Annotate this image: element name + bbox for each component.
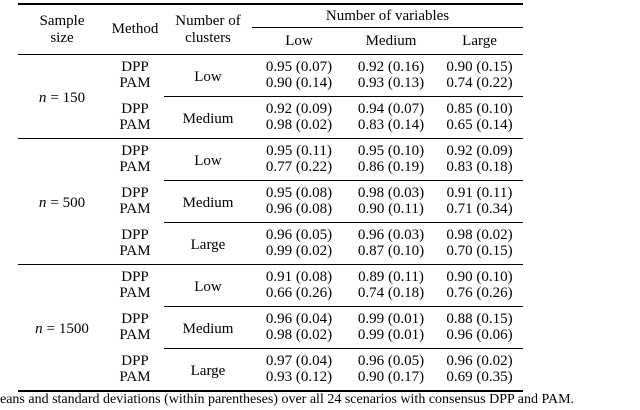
method-cell: DPP xyxy=(106,54,164,76)
value-cell: 0.93 (0.13) xyxy=(357,74,425,91)
value-cell: 0.74 (0.22) xyxy=(446,74,513,91)
value-cell: 0.98 (0.02) xyxy=(265,326,333,343)
value-cell: 0.92 (0.16) xyxy=(346,54,436,76)
value-cell: 0.66 (0.26) xyxy=(265,284,333,301)
sample-size-cell: n = 150 xyxy=(18,54,106,139)
clusters-cell: Medium xyxy=(164,306,252,349)
value-cell: 0.92 (0.09) xyxy=(252,96,346,118)
sample-value: = 150 xyxy=(50,90,86,107)
value-cell: 0.90 (0.11) xyxy=(358,200,424,217)
value-cell: 0.98 (0.03) xyxy=(346,180,436,202)
value-cell: 0.98 (0.02) xyxy=(265,116,333,133)
clusters-cell: Large xyxy=(164,348,252,391)
clusters-cell: Low xyxy=(164,138,252,181)
method-cell: DPP xyxy=(121,226,149,243)
value-cell: 0.87 (0.10) xyxy=(357,242,425,259)
value-cell: 0.98 (0.02) xyxy=(436,222,524,244)
value-cell: 0.88 (0.15) xyxy=(436,306,524,328)
value-cell: 0.95 (0.07) xyxy=(252,54,346,76)
value-cell: 0.96 (0.05) xyxy=(252,222,346,244)
value-cell: 0.93 (0.12) xyxy=(265,368,333,385)
value-cell: 0.99 (0.02) xyxy=(265,242,333,259)
header-clusters-line2: clusters xyxy=(185,29,231,46)
value-cell: 0.95 (0.10) xyxy=(346,138,436,160)
value-cell: 0.71 (0.34) xyxy=(446,200,513,217)
value-cell: 0.96 (0.02) xyxy=(436,348,524,370)
header-sample-size-line1: Sample xyxy=(39,12,85,29)
value-cell: 0.65 (0.14) xyxy=(446,116,513,133)
sample-var: n xyxy=(38,90,47,107)
value-cell: 0.96 (0.06) xyxy=(446,326,513,343)
value-cell: 0.92 (0.09) xyxy=(436,138,524,160)
value-cell: 0.85 (0.10) xyxy=(436,96,524,118)
value-cell: 0.89 (0.11) xyxy=(346,264,436,286)
header-var-medium: Medium xyxy=(365,32,417,49)
method-cell: PAM xyxy=(119,326,151,343)
value-cell: 0.95 (0.11) xyxy=(252,138,346,160)
method-cell: DPP xyxy=(106,264,164,286)
value-cell: 0.99 (0.01) xyxy=(357,326,425,343)
header-var-large: Large xyxy=(462,32,497,49)
value-cell: 0.70 (0.15) xyxy=(446,242,513,259)
value-cell: 0.83 (0.18) xyxy=(446,158,513,175)
value-cell: 0.91 (0.11) xyxy=(436,180,524,202)
value-cell: 0.99 (0.01) xyxy=(346,306,436,328)
value-cell: 0.69 (0.35) xyxy=(446,368,513,385)
table-caption: eans and standard deviations (within par… xyxy=(0,392,575,407)
value-cell: 0.90 (0.10) xyxy=(436,264,524,286)
method-cell: PAM xyxy=(119,200,151,217)
method-cell: PAM xyxy=(119,242,151,259)
clusters-cell: Medium xyxy=(164,96,252,139)
header-var-low: Low xyxy=(285,32,313,49)
method-cell: DPP xyxy=(121,184,149,201)
method-cell: PAM xyxy=(119,368,151,385)
value-cell: 0.74 (0.18) xyxy=(357,284,425,301)
header-sample-size: Sample size xyxy=(18,4,106,55)
clusters-cell: Low xyxy=(164,54,252,97)
clusters-cell: Large xyxy=(164,222,252,265)
sample-var: n xyxy=(35,321,43,338)
method-cell: PAM xyxy=(119,284,151,301)
sample-size-cell: n = 500 xyxy=(18,138,106,265)
value-cell: 0.96 (0.04) xyxy=(252,306,346,328)
value-cell: 0.96 (0.08) xyxy=(265,200,333,217)
value-cell: 0.96 (0.03) xyxy=(346,222,436,244)
value-cell: 0.77 (0.22) xyxy=(265,158,333,175)
method-cell: PAM xyxy=(119,158,151,175)
method-cell: PAM xyxy=(119,74,151,91)
method-cell: DPP xyxy=(121,352,149,369)
value-cell: 0.86 (0.19) xyxy=(357,158,425,175)
header-variables-group: Number of variables xyxy=(252,4,524,28)
sample-size-cell: n = 1500 xyxy=(18,264,106,391)
value-cell: 0.90 (0.17) xyxy=(357,368,425,385)
value-cell: 0.83 (0.14) xyxy=(357,116,425,133)
value-cell: 0.76 (0.26) xyxy=(446,284,513,301)
value-cell: 0.95 (0.08) xyxy=(252,180,346,202)
header-method: Method xyxy=(111,21,159,37)
header-sample-size-line2: size xyxy=(50,29,74,46)
clusters-cell: Low xyxy=(164,264,252,307)
value-cell: 0.91 (0.08) xyxy=(252,264,346,286)
value-cell: 0.90 (0.15) xyxy=(436,54,524,76)
header-clusters-line1: Number of xyxy=(175,12,241,29)
value-cell: 0.94 (0.07) xyxy=(346,96,436,118)
value-cell: 0.90 (0.14) xyxy=(265,74,333,91)
method-cell: DPP xyxy=(121,100,149,117)
method-cell: DPP xyxy=(121,310,149,327)
value-cell: 0.97 (0.04) xyxy=(252,348,346,370)
header-clusters: Number of clusters xyxy=(164,4,252,55)
method-cell: DPP xyxy=(106,138,164,160)
sample-var: n xyxy=(38,195,47,212)
clusters-cell: Medium xyxy=(164,180,252,223)
sample-value: = 500 xyxy=(50,195,86,212)
results-table: Sample size Method Number of clusters Nu… xyxy=(18,3,524,392)
value-cell: 0.96 (0.05) xyxy=(346,348,436,370)
sample-value: = 1500 xyxy=(46,321,89,338)
method-cell: PAM xyxy=(119,116,151,133)
